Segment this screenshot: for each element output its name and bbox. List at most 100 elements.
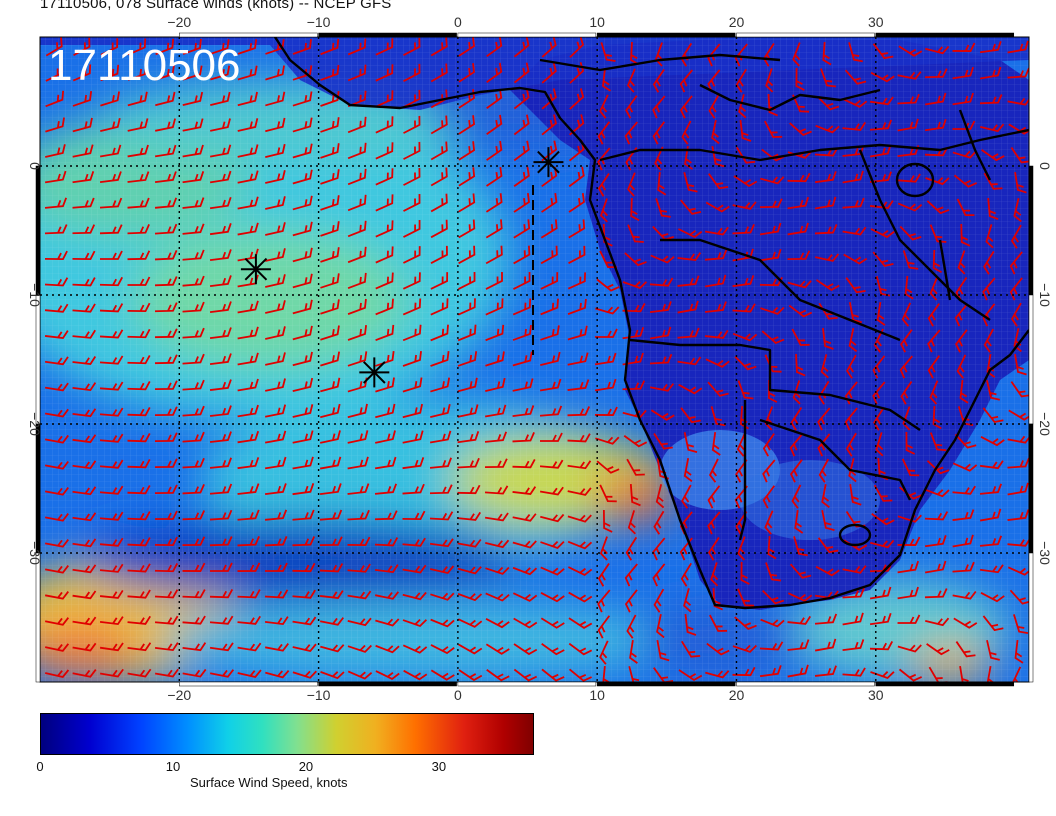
wind-barb-9 xyxy=(292,38,312,55)
wind-barb-692 xyxy=(264,536,288,547)
wind-barb-739 xyxy=(568,566,593,576)
wind-barb-424 xyxy=(822,327,834,350)
wind-barb-153 xyxy=(292,143,313,159)
wind-barb-703 xyxy=(567,540,593,550)
wind-barb-772 xyxy=(485,592,510,602)
wind-barb-613 xyxy=(72,486,97,496)
wind-barb-508 xyxy=(154,406,178,417)
wind-barb-363 xyxy=(127,302,151,313)
wind-barb-817 xyxy=(734,616,757,630)
wind-barb-617 xyxy=(182,483,205,495)
wind-barb-429 xyxy=(955,329,968,353)
wind-barb-802 xyxy=(319,617,345,626)
wind-barb-260 xyxy=(265,222,286,236)
wind-barb-285 xyxy=(960,223,971,247)
wind-barb-181 xyxy=(72,171,95,184)
wind-barb-337 xyxy=(402,272,421,290)
wind-barb-682 xyxy=(979,508,1002,522)
wind-barb-593 xyxy=(512,459,536,469)
wind-barb-834 xyxy=(209,642,234,652)
wind-barb-41 xyxy=(182,65,203,81)
wind-barb-297 xyxy=(292,247,313,263)
wind-barb-634 xyxy=(655,484,665,509)
wind-barb-758 xyxy=(99,589,124,599)
wind-barb-100 xyxy=(816,95,840,111)
wind-barb-594 xyxy=(539,459,564,469)
wind-barb-323 xyxy=(1009,251,1023,275)
wind-barb-148 xyxy=(154,144,177,158)
wind-barb-410 xyxy=(430,324,449,342)
wind-barb-286 xyxy=(985,224,994,249)
wind-barb-80 xyxy=(265,91,286,107)
top-tick-bar-3 xyxy=(596,32,736,38)
wind-barb-462 xyxy=(872,355,886,379)
wind-barb-798 xyxy=(209,615,234,625)
wind-barb-312 xyxy=(704,249,728,261)
wind-barb-281 xyxy=(842,226,867,236)
top-lon-label-4: 20 xyxy=(729,14,745,30)
wind-barb-501 xyxy=(959,379,969,404)
wind-barb-253 xyxy=(72,224,96,235)
wind-barb-425 xyxy=(848,328,858,353)
wind-barb-326 xyxy=(99,276,123,287)
wind-barb-302 xyxy=(430,245,448,264)
wind-barb-441 xyxy=(292,351,313,367)
wind-barb-835 xyxy=(237,642,262,652)
wind-barb-233 xyxy=(513,193,530,213)
wind-barb-573 xyxy=(954,433,977,449)
wind-barb-656 xyxy=(264,509,288,521)
wind-barb-103 xyxy=(897,93,920,105)
wind-barb-625 xyxy=(402,483,425,495)
wind-barb-290 xyxy=(100,250,123,260)
wind-barb-406 xyxy=(320,325,340,341)
wind-barb-243 xyxy=(787,196,810,210)
wind-barb-754 xyxy=(979,564,1004,574)
wind-barb-346 xyxy=(649,277,674,287)
wind-barb-69 xyxy=(952,66,974,80)
wind-barb-18 xyxy=(541,37,557,58)
wind-barb-781 xyxy=(737,588,755,607)
wind-barb-403 xyxy=(237,326,259,340)
wind-barb-6 xyxy=(210,39,230,55)
wind-barb-837 xyxy=(292,643,317,653)
wind-barb-407 xyxy=(347,325,367,341)
wind-barb-460 xyxy=(820,354,829,379)
wind-barb-845 xyxy=(513,643,538,656)
top-tick-bar-5 xyxy=(875,32,1015,38)
wind-barb-503 xyxy=(1010,381,1029,398)
wind-barb-458 xyxy=(764,354,782,373)
wind-barb-280 xyxy=(814,224,838,235)
wind-barb-239 xyxy=(680,199,702,215)
wind-barb-349 xyxy=(732,275,755,288)
wind-barb-282 xyxy=(870,228,895,239)
wind-barb-662 xyxy=(429,511,454,521)
wind-barb-55 xyxy=(569,62,585,84)
wind-barb-13 xyxy=(403,37,421,56)
wind-barb-216 xyxy=(44,197,68,209)
wind-barb-382 xyxy=(649,301,672,314)
wind-barb-447 xyxy=(457,351,478,367)
wind-barb-156 xyxy=(375,142,394,160)
wind-barb-411 xyxy=(457,324,477,342)
wind-barb-298 xyxy=(320,247,340,263)
wind-barb-602 xyxy=(762,459,776,483)
wind-barb-53 xyxy=(513,62,530,84)
wind-barb-699 xyxy=(457,538,482,548)
wind-barb-303 xyxy=(458,245,476,265)
wind-barb-293 xyxy=(182,249,205,261)
wind-barb-177 xyxy=(952,150,977,159)
wind-barb-356 xyxy=(929,276,939,301)
wind-barb-597 xyxy=(626,458,645,476)
wind-barb-607 xyxy=(901,458,920,477)
wind-barb-241 xyxy=(732,201,757,210)
wind-barb-332 xyxy=(265,274,286,288)
wind-barb-579 xyxy=(127,459,151,469)
wind-barb-318 xyxy=(872,251,894,267)
wind-barb-76 xyxy=(155,91,176,107)
wind-barb-767 xyxy=(347,590,372,600)
wind-barb-499 xyxy=(900,381,913,405)
wind-barb-484 xyxy=(485,377,506,393)
wind-barb-39 xyxy=(127,65,148,81)
wind-barb-324 xyxy=(44,277,69,287)
wind-barb-275 xyxy=(678,228,703,239)
